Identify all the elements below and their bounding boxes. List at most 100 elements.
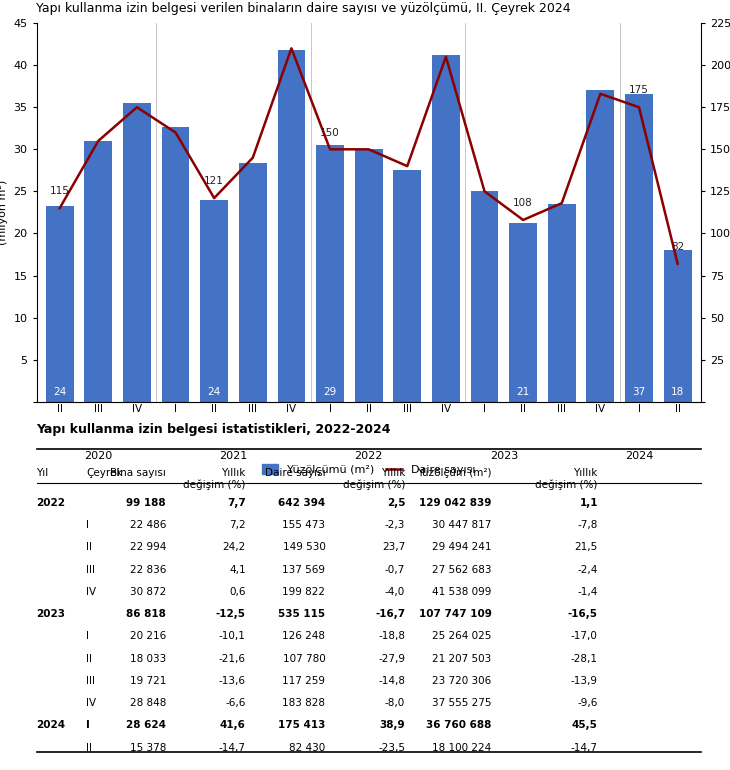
Bar xyxy=(548,204,576,402)
Text: 155 473: 155 473 xyxy=(283,520,326,530)
Text: -2,4: -2,4 xyxy=(577,564,598,574)
Text: 2024: 2024 xyxy=(36,721,66,731)
Text: 28 848: 28 848 xyxy=(130,698,166,708)
Text: -16,7: -16,7 xyxy=(375,609,405,619)
Bar xyxy=(664,250,691,402)
Text: 129 042 839: 129 042 839 xyxy=(419,497,491,507)
Text: -13,9: -13,9 xyxy=(571,676,598,686)
Text: Yapı kullanma izin belgesi istatistikleri, 2022-2024: Yapı kullanma izin belgesi istatistikler… xyxy=(36,424,391,436)
Bar xyxy=(625,94,653,402)
Text: 175 413: 175 413 xyxy=(278,721,326,731)
Text: 99 188: 99 188 xyxy=(126,497,166,507)
Text: -12,5: -12,5 xyxy=(216,609,246,619)
Text: -16,5: -16,5 xyxy=(568,609,598,619)
Text: IV: IV xyxy=(86,587,96,597)
Text: 18 100 224: 18 100 224 xyxy=(432,743,491,753)
Text: 2022: 2022 xyxy=(36,497,66,507)
Text: 21: 21 xyxy=(517,387,530,397)
Y-axis label: Yüzölçümü
(milyon m²): Yüzölçümü (milyon m²) xyxy=(0,179,8,245)
Text: -23,5: -23,5 xyxy=(378,743,405,753)
Text: -14,7: -14,7 xyxy=(219,743,246,753)
Text: -10,1: -10,1 xyxy=(219,631,246,641)
Text: 82: 82 xyxy=(671,242,684,252)
Text: -4,0: -4,0 xyxy=(385,587,405,597)
Text: 24: 24 xyxy=(53,387,66,397)
Bar xyxy=(432,55,460,402)
Text: Çeyrek: Çeyrek xyxy=(86,467,123,477)
Text: 2023: 2023 xyxy=(490,451,518,461)
Text: Daire sayısı: Daire sayısı xyxy=(265,467,326,477)
Text: I: I xyxy=(86,520,89,530)
Text: 23 720 306: 23 720 306 xyxy=(432,676,491,686)
Text: 30 447 817: 30 447 817 xyxy=(432,520,491,530)
Text: Yapı kullanma izin belgesi verilen binaların daire sayısı ve yüzölçümü, II. Çeyr: Yapı kullanma izin belgesi verilen binal… xyxy=(36,2,571,15)
Text: 29 494 241: 29 494 241 xyxy=(432,542,491,552)
Text: 25 264 025: 25 264 025 xyxy=(432,631,491,641)
Text: 24,2: 24,2 xyxy=(223,542,246,552)
Text: 137 569: 137 569 xyxy=(283,564,326,574)
Text: -14,8: -14,8 xyxy=(378,676,405,686)
Text: 115: 115 xyxy=(50,186,69,196)
Text: 150: 150 xyxy=(320,128,340,138)
Text: -0,7: -0,7 xyxy=(385,564,405,574)
Text: 1,1: 1,1 xyxy=(580,497,598,507)
Bar xyxy=(123,103,151,402)
Text: -27,9: -27,9 xyxy=(378,654,405,664)
Text: Yıllık
değişim (%): Yıllık değişim (%) xyxy=(536,467,598,490)
Text: 7,2: 7,2 xyxy=(229,520,246,530)
Text: 28 624: 28 624 xyxy=(126,721,166,731)
Text: -2,3: -2,3 xyxy=(385,520,405,530)
Text: 2023: 2023 xyxy=(36,609,66,619)
Text: -1,4: -1,4 xyxy=(577,587,598,597)
Text: Yıllık
değişim (%): Yıllık değişim (%) xyxy=(343,467,405,490)
Text: 535 115: 535 115 xyxy=(278,609,326,619)
Text: 2021: 2021 xyxy=(219,451,247,461)
Text: 7,7: 7,7 xyxy=(227,497,246,507)
Text: 41,6: 41,6 xyxy=(220,721,246,731)
Text: 149 530: 149 530 xyxy=(283,542,326,552)
Text: 642 394: 642 394 xyxy=(278,497,326,507)
Text: 19 721: 19 721 xyxy=(130,676,166,686)
Text: 22 836: 22 836 xyxy=(130,564,166,574)
Text: 183 828: 183 828 xyxy=(283,698,326,708)
Text: III: III xyxy=(86,564,96,574)
Text: 38,9: 38,9 xyxy=(380,721,405,731)
Bar xyxy=(355,149,383,402)
Text: -14,7: -14,7 xyxy=(571,743,598,753)
Text: 21,5: 21,5 xyxy=(575,542,598,552)
Text: -18,8: -18,8 xyxy=(378,631,405,641)
Text: 37 555 275: 37 555 275 xyxy=(432,698,491,708)
Text: -7,8: -7,8 xyxy=(577,520,598,530)
Text: II: II xyxy=(86,542,92,552)
Text: 36 760 688: 36 760 688 xyxy=(426,721,491,731)
Text: 27 562 683: 27 562 683 xyxy=(432,564,491,574)
Text: -8,0: -8,0 xyxy=(385,698,405,708)
Legend: Yüzölçümü (m²), Daire sayısı: Yüzölçümü (m²), Daire sayısı xyxy=(257,460,480,480)
Text: II: II xyxy=(86,654,92,664)
Bar xyxy=(277,50,305,402)
Text: Bina sayısı: Bina sayısı xyxy=(110,467,166,477)
Text: III: III xyxy=(86,676,96,686)
Text: 45,5: 45,5 xyxy=(572,721,598,731)
Bar xyxy=(393,170,421,402)
Text: 37: 37 xyxy=(632,387,645,397)
Bar xyxy=(200,199,228,402)
Text: IV: IV xyxy=(86,698,96,708)
Text: 18 033: 18 033 xyxy=(130,654,166,664)
Text: -28,1: -28,1 xyxy=(571,654,598,664)
Text: -13,6: -13,6 xyxy=(219,676,246,686)
Text: I: I xyxy=(86,631,89,641)
Bar xyxy=(239,162,266,402)
Text: 21 207 503: 21 207 503 xyxy=(432,654,491,664)
Bar xyxy=(161,126,190,402)
Text: 29: 29 xyxy=(323,387,337,397)
Text: 121: 121 xyxy=(204,176,224,186)
Text: 0,6: 0,6 xyxy=(229,587,246,597)
Text: 41 538 099: 41 538 099 xyxy=(432,587,491,597)
Text: 22 486: 22 486 xyxy=(130,520,166,530)
Text: -6,6: -6,6 xyxy=(226,698,246,708)
Text: -9,6: -9,6 xyxy=(577,698,598,708)
Text: 24: 24 xyxy=(207,387,220,397)
Text: 15 378: 15 378 xyxy=(130,743,166,753)
Text: 2022: 2022 xyxy=(355,451,383,461)
